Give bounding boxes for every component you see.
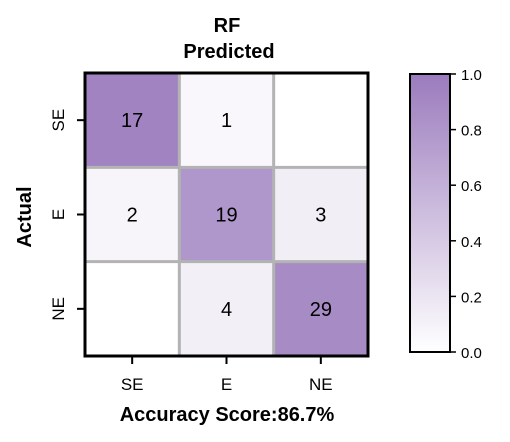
- cell-value-label: 3: [315, 205, 326, 227]
- cell-value-label: 17: [121, 110, 143, 132]
- x-tick-label: SE: [121, 375, 144, 394]
- y-axis-label: Actual: [14, 186, 36, 247]
- heatmap-cell-SE-SE: [85, 73, 180, 168]
- heatmap-cell-E-SE: [85, 167, 180, 262]
- heatmap-gridlines: [85, 73, 368, 356]
- colorbar-tick-label: 0.6: [461, 178, 482, 195]
- y-tick-label: SE: [49, 109, 68, 132]
- heatmap-frame: [83, 71, 370, 358]
- cell-value-label: 4: [221, 299, 232, 321]
- x-tick-label: E: [221, 375, 232, 394]
- x-tick-label: NE: [309, 375, 333, 394]
- heatmap-cell-labels: 17 1 2 19 3 4 29: [121, 110, 332, 321]
- heatmap-cell-E-E: [179, 167, 274, 262]
- y-tick-label: E: [49, 209, 68, 220]
- heatmap-cell-SE-NE: [273, 73, 368, 168]
- cell-value-label: 29: [310, 299, 332, 321]
- x-axis-ticks: SE E NE: [121, 357, 333, 394]
- heatmap-cells: [85, 73, 368, 356]
- y-tick-label: NE: [49, 297, 68, 321]
- heatmap-cell-SE-E: [179, 73, 274, 168]
- x-axis-label: Accuracy Score:86.7%: [120, 404, 335, 426]
- colorbar-tick-label: 0.4: [461, 234, 482, 251]
- heatmap-cell-NE-E: [179, 261, 274, 356]
- chart-subtitle: Predicted: [183, 41, 274, 63]
- cell-value-label: 19: [215, 205, 237, 227]
- chart-title: RF: [214, 15, 241, 37]
- colorbar-ticks: 0.0 0.2 0.4 0.6 0.8 1.0: [450, 67, 482, 362]
- heatmap-cell-NE-NE: [273, 261, 368, 356]
- cell-value-label: 1: [221, 110, 232, 132]
- colorbar-tick-label: 1.0: [461, 67, 482, 84]
- colorbar-tick-label: 0.0: [461, 345, 482, 362]
- colorbar: [409, 73, 451, 353]
- y-axis-ticks: SE E NE: [49, 109, 84, 321]
- heatmap-cell-NE-SE: [85, 261, 180, 356]
- heatmap-cell-E-NE: [273, 167, 368, 262]
- cell-value-label: 2: [127, 205, 138, 227]
- colorbar-tick-label: 0.8: [461, 123, 482, 140]
- colorbar-tick-label: 0.2: [461, 289, 482, 306]
